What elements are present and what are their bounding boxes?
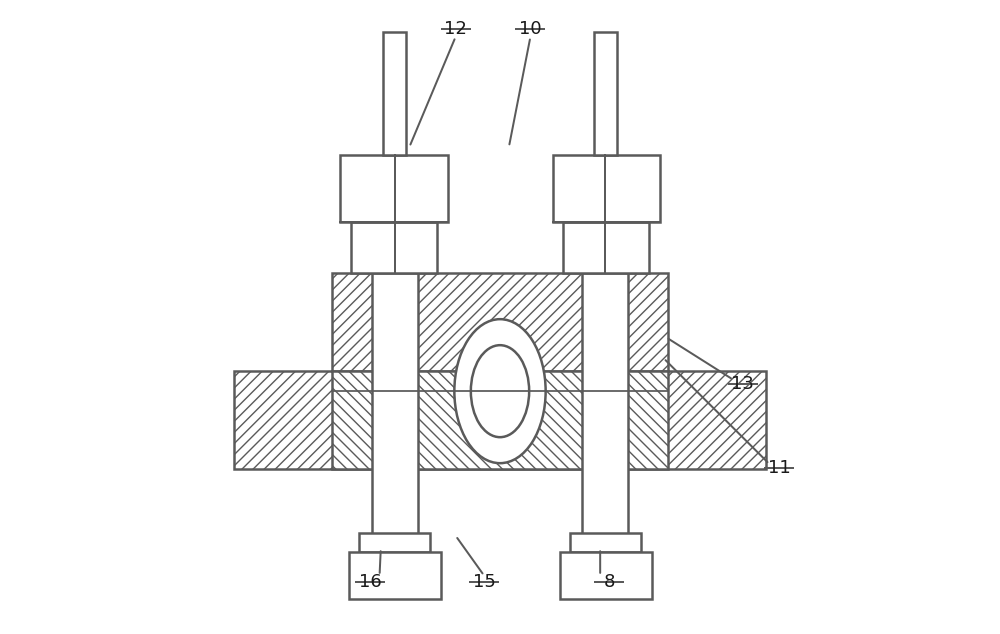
Bar: [234, 371, 766, 469]
Bar: [332, 273, 668, 371]
Ellipse shape: [454, 319, 546, 463]
Bar: [351, 222, 437, 273]
Ellipse shape: [471, 345, 529, 437]
Text: 13: 13: [731, 375, 754, 392]
Bar: [570, 533, 641, 552]
Bar: [553, 155, 660, 222]
Text: 16: 16: [359, 573, 381, 591]
Text: 8: 8: [603, 573, 615, 591]
Bar: [372, 273, 418, 536]
Bar: [582, 273, 628, 536]
Text: 11: 11: [768, 459, 790, 477]
Bar: [359, 533, 430, 552]
Bar: [560, 552, 652, 599]
Text: 15: 15: [473, 573, 496, 591]
Bar: [349, 552, 441, 599]
Bar: [594, 32, 617, 155]
Text: 12: 12: [444, 20, 467, 37]
Bar: [563, 222, 649, 273]
Bar: [383, 32, 406, 155]
Bar: [332, 371, 668, 469]
Text: 10: 10: [519, 20, 542, 37]
Bar: [340, 155, 448, 222]
